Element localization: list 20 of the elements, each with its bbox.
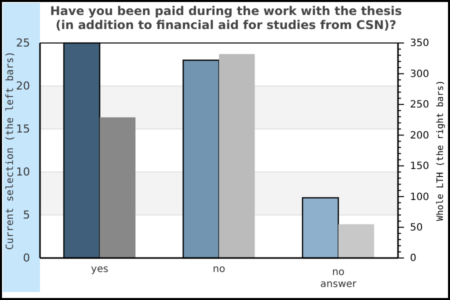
y-tick-label: 5 xyxy=(23,208,30,222)
y2-tick-label: 300 xyxy=(410,68,430,80)
y-axis-title: Current selection (the left bars) xyxy=(5,51,16,250)
y2-tick-label: 100 xyxy=(410,192,430,203)
y2-tick-label: 50 xyxy=(410,222,423,234)
y2-tick-label: 250 xyxy=(410,100,430,111)
y-tick-label: 0 xyxy=(23,252,30,265)
y2-tick-label: 200 xyxy=(410,130,430,142)
y2-tick-label: 0 xyxy=(410,253,416,264)
x-tick-label: no xyxy=(212,264,226,275)
chart-title: Have you been paid during the work with the thesis (in addition to financial aid for studies from CSN)? xyxy=(50,4,402,32)
y-tick-label: 15 xyxy=(16,122,30,136)
y2-tick-label: 350 xyxy=(410,38,430,50)
y2-axis-title: Whole LTH (the right bars) xyxy=(436,80,446,221)
y-tick-label: 25 xyxy=(16,36,30,50)
y-tick-label: 10 xyxy=(16,166,30,179)
y2-tick-label: 150 xyxy=(410,161,430,172)
y-tick-label: 20 xyxy=(16,80,30,93)
x-tick-label: no answer xyxy=(320,267,358,290)
x-tick-label: yes xyxy=(91,264,108,275)
